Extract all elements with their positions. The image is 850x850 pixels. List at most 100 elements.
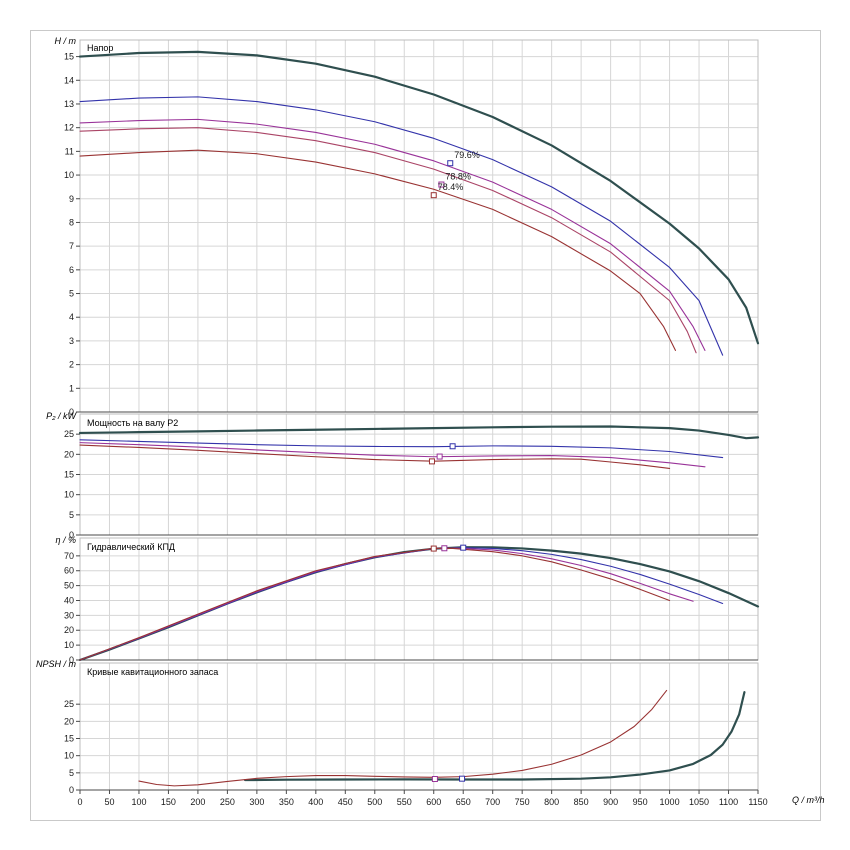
y-tick-label: 15 bbox=[64, 470, 74, 480]
y-tick-label: 11 bbox=[65, 146, 74, 156]
npsh-axis-label: NPSH / m bbox=[35, 659, 76, 669]
panel-efficiency: 0 10 20 30 40 50 60 70 bbox=[64, 537, 760, 665]
duty-point-marker bbox=[459, 775, 466, 782]
efficiency-label: 78.4% bbox=[438, 182, 464, 192]
x-tick-label: 600 bbox=[426, 797, 441, 807]
y-tick-label: 8 bbox=[69, 217, 74, 227]
x-tick-label: 200 bbox=[190, 797, 205, 807]
y-tick-label: 2 bbox=[69, 360, 74, 370]
power-panel-title: Мощность на валу P2 bbox=[87, 418, 179, 428]
efficiency-curve-3 bbox=[79, 547, 694, 661]
efficiency-curve-4 bbox=[79, 547, 671, 661]
y-tick-label: 3 bbox=[69, 336, 74, 346]
duty-point-marker bbox=[460, 544, 467, 551]
x-tick-label: 350 bbox=[279, 797, 294, 807]
y-tick-label: 6 bbox=[69, 265, 74, 275]
x-tick-label: 650 bbox=[456, 797, 471, 807]
x-tick-label: 1050 bbox=[689, 797, 709, 807]
duty-point-marker bbox=[430, 545, 437, 552]
head-axis-label: H / m bbox=[54, 36, 77, 46]
y-tick-label: 7 bbox=[69, 241, 74, 251]
head-curve-3 bbox=[79, 118, 706, 351]
efficiency-panel-title: Гидравлический КПД bbox=[87, 542, 176, 552]
y-tick-label: 40 bbox=[64, 595, 74, 605]
x-tick-label: 1150 bbox=[748, 797, 767, 807]
y-tick-label: 70 bbox=[64, 551, 74, 561]
x-tick-label: 700 bbox=[485, 797, 500, 807]
y-tick-label: 14 bbox=[64, 75, 74, 85]
npsh-panel-title: Кривые кавитационного запаса bbox=[87, 667, 219, 677]
x-tick-label: 250 bbox=[220, 797, 235, 807]
y-tick-label: 5 bbox=[69, 510, 74, 520]
duty-point-marker bbox=[431, 776, 438, 783]
panel-npsh: 0 5 10 15 20 25 bbox=[64, 662, 759, 795]
y-tick-label: 10 bbox=[64, 751, 74, 761]
y-tick-label: 25 bbox=[64, 429, 74, 439]
head-curve-2 bbox=[79, 96, 724, 356]
duty-point-marker bbox=[441, 545, 448, 552]
x-tick-label: 100 bbox=[131, 797, 146, 807]
y-tick-label: 20 bbox=[64, 716, 74, 726]
power-axis-label: P₂ / kW bbox=[46, 411, 76, 421]
y-tick-label: 9 bbox=[69, 194, 74, 204]
y-tick-label: 0 bbox=[69, 655, 74, 665]
x-tick-label: 500 bbox=[367, 797, 382, 807]
y-tick-label: 20 bbox=[64, 449, 74, 459]
x-tick-label: 150 bbox=[161, 797, 176, 807]
power-curve-1 bbox=[78, 425, 760, 440]
duty-point-marker bbox=[438, 181, 445, 188]
y-tick-label: 0 bbox=[69, 785, 74, 795]
efficiency-curve-2 bbox=[79, 547, 724, 661]
x-tick-label: 400 bbox=[308, 797, 323, 807]
panel-border bbox=[79, 662, 759, 791]
power-curve-3 bbox=[79, 442, 706, 468]
head-curve-4 bbox=[79, 127, 697, 354]
head-curve-5 bbox=[79, 149, 677, 351]
x-tick-label: 550 bbox=[397, 797, 412, 807]
x-tick-label: 800 bbox=[544, 797, 559, 807]
x-tick-label: 900 bbox=[603, 797, 618, 807]
efficiency-axis-label: η / % bbox=[55, 535, 76, 545]
y-tick-label: 5 bbox=[69, 768, 74, 778]
duty-point-marker bbox=[428, 458, 435, 465]
head-curve-1 bbox=[78, 50, 760, 345]
y-tick-label: 12 bbox=[64, 123, 74, 133]
duty-point-marker bbox=[449, 443, 456, 450]
x-tick-label: 850 bbox=[574, 797, 589, 807]
y-tick-label: 20 bbox=[64, 625, 74, 635]
x-tick-label: 1100 bbox=[719, 797, 738, 807]
y-tick-label: 60 bbox=[64, 566, 74, 576]
efficiency-label: 79.6% bbox=[454, 150, 480, 160]
panel-power: 0 5 10 15 20 25 bbox=[64, 413, 760, 540]
npsh-curve-1 bbox=[243, 691, 746, 782]
x-tick-label: 0 bbox=[77, 797, 82, 807]
y-tick-label: 30 bbox=[64, 610, 74, 620]
x-tick-label: 300 bbox=[249, 797, 264, 807]
y-tick-label: 1 bbox=[69, 383, 74, 393]
y-tick-label: 25 bbox=[64, 699, 74, 709]
efficiency-curve-1 bbox=[78, 546, 760, 662]
y-tick-label: 15 bbox=[64, 734, 74, 744]
y-tick-label: 15 bbox=[64, 52, 74, 62]
x-tick-label: 50 bbox=[104, 797, 114, 807]
y-tick-label: 10 bbox=[64, 640, 74, 650]
power-curve-2 bbox=[79, 439, 724, 459]
panel-border bbox=[79, 39, 759, 413]
head-panel-title: Напор bbox=[87, 43, 114, 53]
duty-point-marker bbox=[430, 192, 437, 199]
y-tick-label: 5 bbox=[69, 289, 74, 299]
y-tick-label: 0 bbox=[69, 407, 74, 417]
y-tick-label: 0 bbox=[69, 530, 74, 540]
npsh-curve-2 bbox=[138, 689, 668, 787]
x-tick-label: 750 bbox=[515, 797, 530, 807]
x-tick-label: 1000 bbox=[660, 797, 680, 807]
duty-point-marker bbox=[436, 453, 443, 460]
flow-axis-label: Q / m³/h bbox=[792, 795, 825, 805]
y-tick-label: 50 bbox=[64, 581, 74, 591]
y-tick-label: 4 bbox=[69, 312, 74, 322]
y-tick-label: 13 bbox=[64, 99, 74, 109]
duty-point-marker bbox=[447, 160, 454, 167]
